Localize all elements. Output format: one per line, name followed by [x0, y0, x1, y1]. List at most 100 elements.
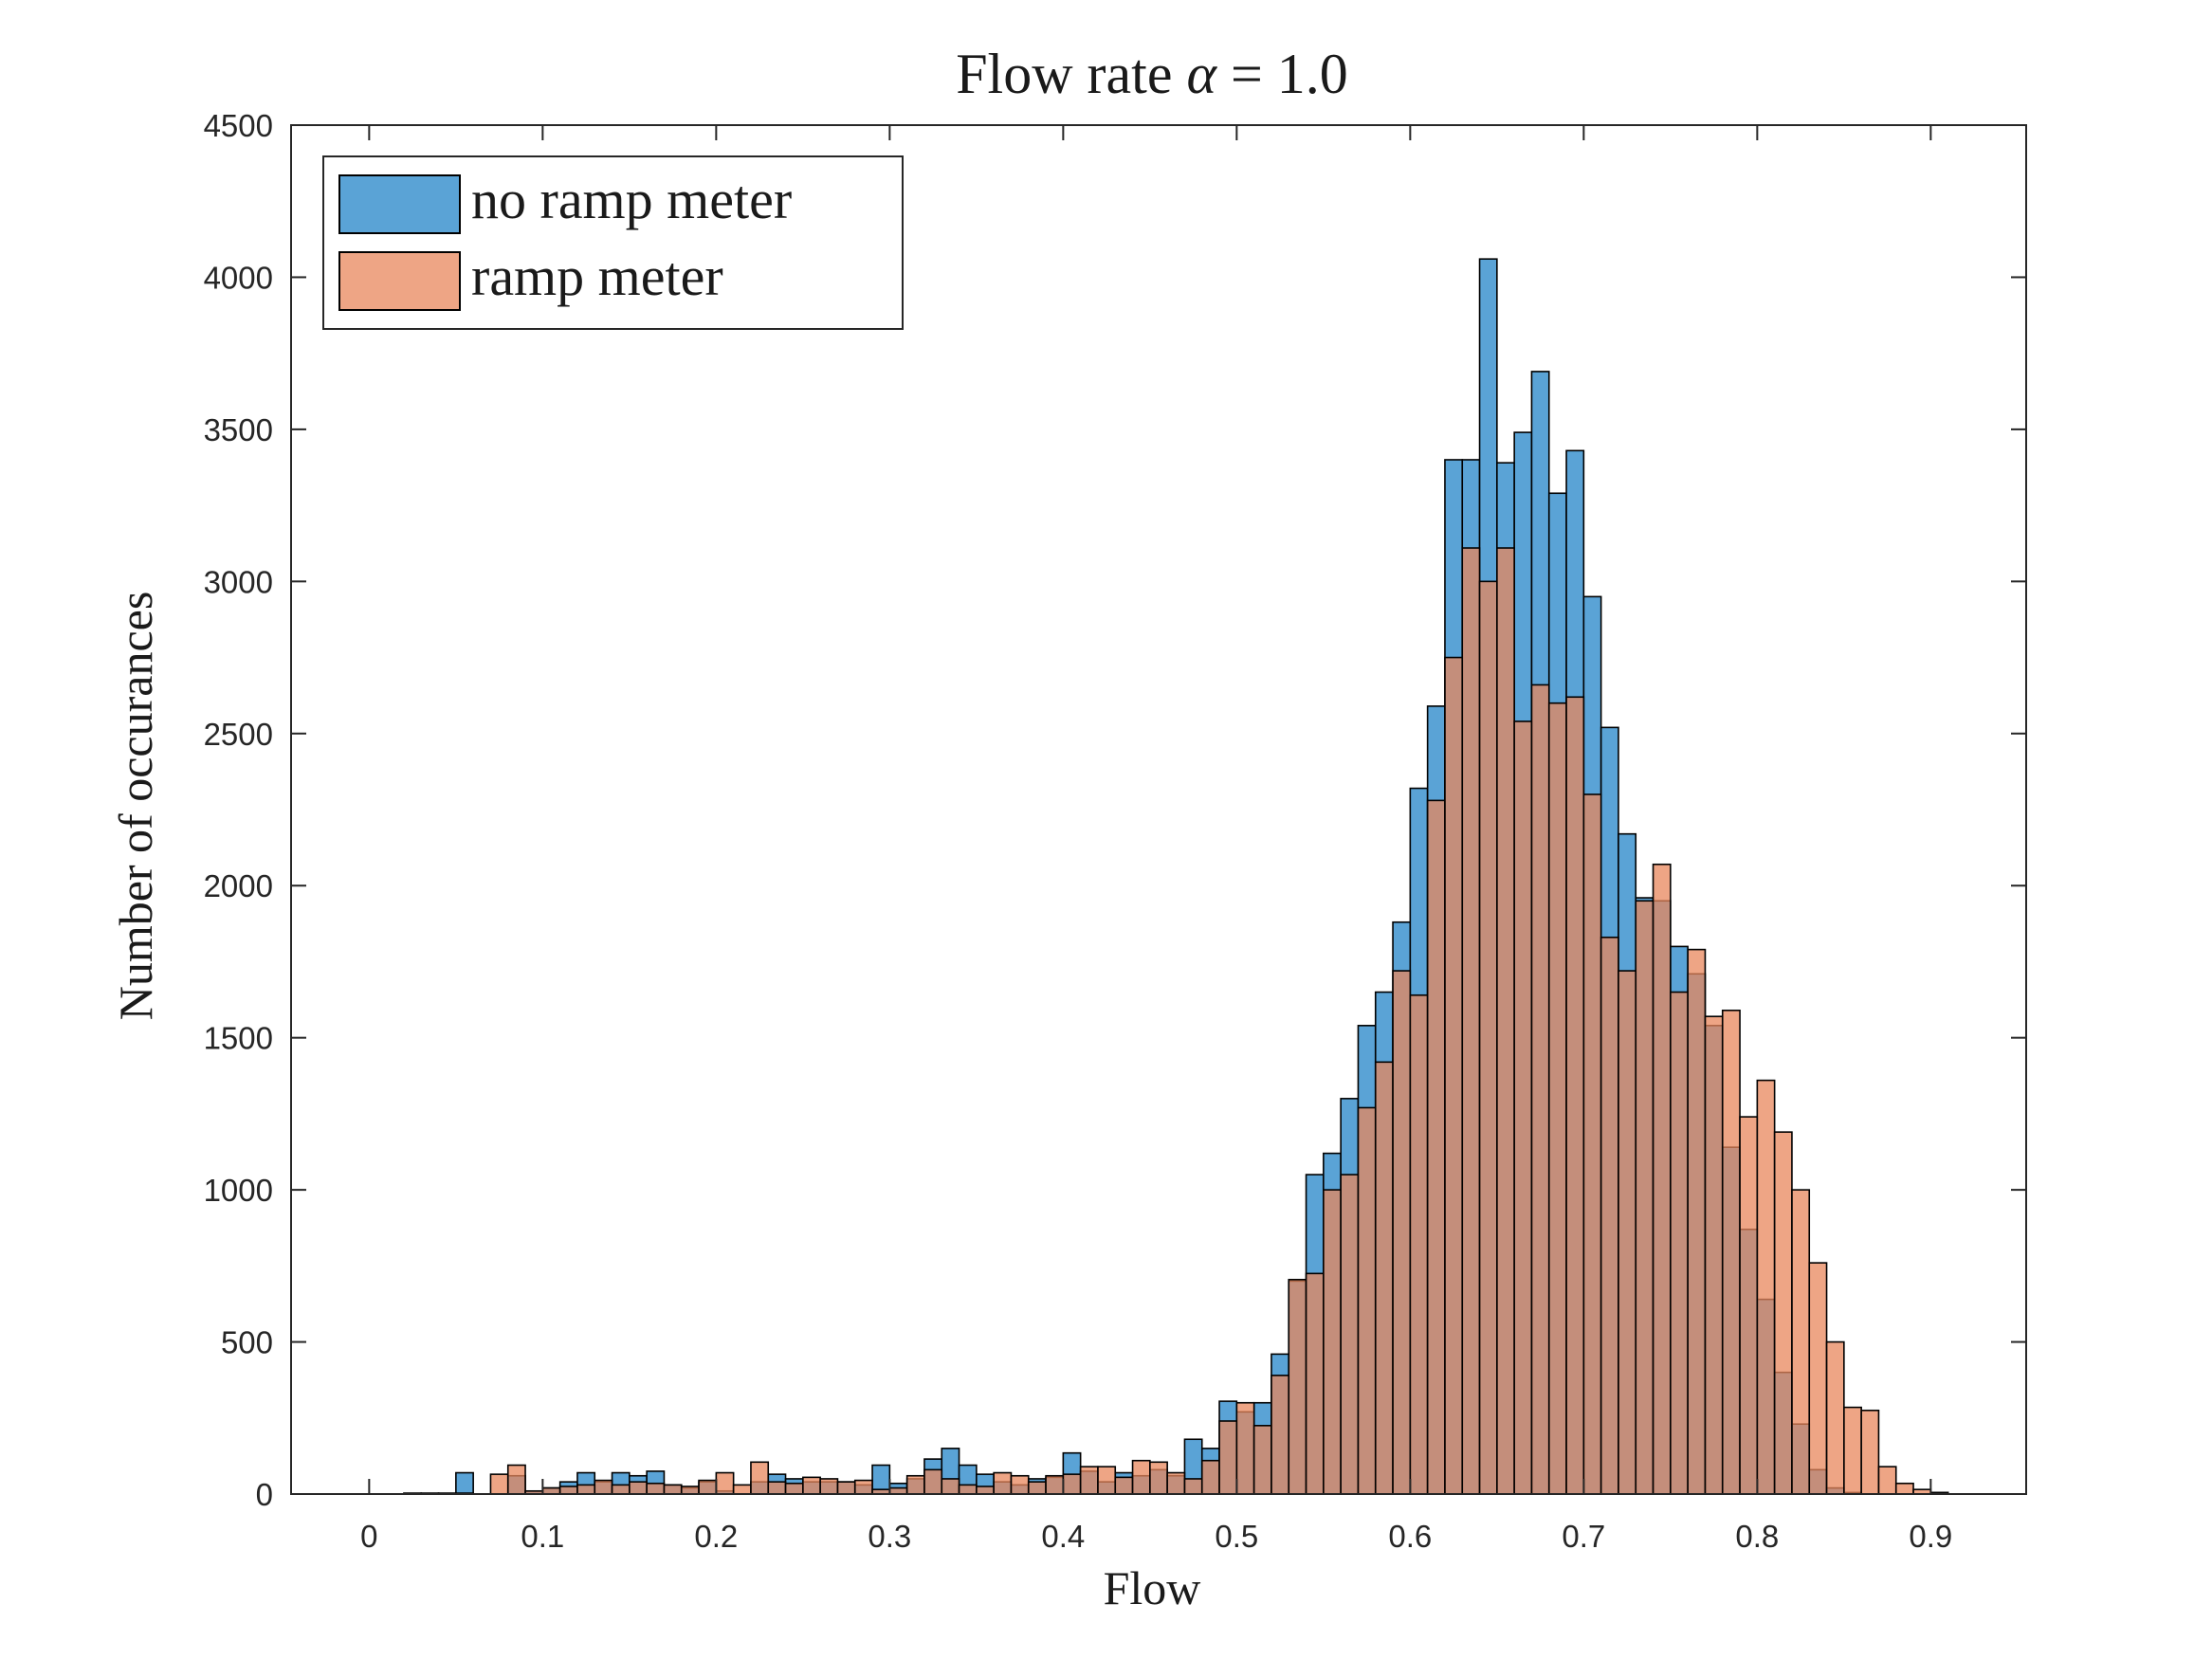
histogram-bar — [853, 1479, 873, 1495]
histogram-bar — [1288, 1278, 1307, 1495]
histogram-bar — [976, 1486, 995, 1495]
histogram-bar — [1131, 1459, 1151, 1495]
histogram-bar — [1513, 720, 1533, 1495]
histogram-bar — [993, 1471, 1013, 1495]
histogram-bar — [819, 1478, 839, 1495]
histogram-bar — [1062, 1473, 1082, 1495]
y-axis-title: Number of occurances — [109, 592, 162, 1021]
plot-frame — [290, 124, 2027, 1495]
legend-swatch-ramp-meter — [338, 251, 461, 311]
histogram-bar — [1704, 1015, 1724, 1495]
legend-label-no-ramp-meter: no ramp meter — [471, 169, 792, 230]
y-tick-label: 0 — [256, 1477, 273, 1512]
histogram-bar — [1357, 1106, 1377, 1495]
histogram-bar — [767, 1481, 787, 1495]
histogram-bar — [1010, 1474, 1030, 1495]
legend: no ramp meter ramp meter — [322, 155, 904, 330]
y-tick-label: 500 — [221, 1325, 273, 1360]
histogram-bar — [836, 1481, 856, 1495]
histogram-bar — [1097, 1466, 1117, 1495]
histogram-bar — [1565, 696, 1585, 1495]
histogram-bar — [1323, 1189, 1342, 1495]
histogram-bar — [1825, 1340, 1845, 1495]
histogram-bar — [1791, 1189, 1811, 1495]
x-tick-label: 0.3 — [868, 1519, 911, 1554]
y-tick-label: 4500 — [204, 108, 273, 143]
histogram-bar — [1478, 580, 1498, 1495]
x-tick-label: 0.1 — [521, 1519, 564, 1554]
histogram-bar — [576, 1484, 596, 1495]
histogram-bar — [1200, 1459, 1220, 1495]
histogram-bar — [1409, 994, 1429, 1495]
histogram-bar — [1582, 793, 1602, 1495]
histogram-bar — [1894, 1482, 1914, 1495]
histogram-bar — [1079, 1466, 1099, 1495]
histogram-bar — [506, 1464, 526, 1495]
histogram-bar — [1739, 1116, 1759, 1495]
histogram-bar — [489, 1473, 509, 1495]
y-tick-label: 1500 — [204, 1021, 273, 1056]
y-tick-label: 3000 — [204, 564, 273, 599]
histogram-bar — [558, 1486, 578, 1495]
histogram-bar — [455, 1471, 474, 1495]
histogram-bar — [923, 1468, 943, 1495]
histogram-bar — [611, 1484, 631, 1495]
histogram-bar — [1530, 684, 1550, 1495]
legend-swatch-no-ramp-meter — [338, 174, 461, 234]
tick-labels: 0 0.1 0.2 0.3 0.4 0.5 0.6 0.7 0.8 0.9 0 500 1000 1500… — [204, 108, 1953, 1554]
x-tick-label: 0.2 — [694, 1519, 738, 1554]
histogram-bar — [1461, 547, 1481, 1495]
histogram-bar — [1149, 1461, 1168, 1495]
histogram-bar — [1843, 1406, 1862, 1495]
histogram-bar — [1340, 1174, 1360, 1495]
histogram-bar — [1045, 1474, 1065, 1495]
histogram-bar — [1183, 1478, 1203, 1495]
histogram-bar — [941, 1478, 960, 1495]
histogram-bar — [732, 1484, 752, 1495]
histogram-bar — [663, 1484, 683, 1495]
histogram-bar — [1618, 970, 1637, 1495]
histogram-bar — [680, 1486, 700, 1495]
histogram-bar — [802, 1476, 821, 1495]
histogram-bar — [1670, 991, 1689, 1495]
x-tick-label: 0.5 — [1215, 1519, 1258, 1554]
histogram-bar — [1114, 1476, 1134, 1495]
histogram-bar — [1305, 1272, 1325, 1495]
x-tick-label: 0.4 — [1041, 1519, 1085, 1554]
y-tick-label: 3500 — [204, 412, 273, 447]
histogram-bar — [1374, 1061, 1394, 1495]
x-axis-title: Flow — [1104, 1561, 1201, 1614]
histogram-bar — [1687, 948, 1707, 1495]
histogram-bar — [1721, 1009, 1741, 1495]
legend-label-ramp-meter: ramp meter — [471, 246, 723, 307]
axes — [290, 124, 2027, 1495]
histogram-bar — [1635, 900, 1654, 1495]
histogram-bar — [1218, 1420, 1238, 1495]
histogram-bar — [1496, 547, 1515, 1495]
histogram-bar — [1235, 1401, 1255, 1495]
histogram-bar — [1652, 863, 1672, 1495]
histogram-bar — [698, 1479, 718, 1495]
histogram-bar — [784, 1482, 804, 1495]
histogram-bar — [1426, 799, 1446, 1495]
x-tick-label: 0.6 — [1388, 1519, 1432, 1554]
y-tick-label: 1000 — [204, 1173, 273, 1208]
y-tick-label: 2000 — [204, 868, 273, 903]
histogram-bar — [1773, 1131, 1793, 1495]
histogram-bar — [629, 1481, 648, 1495]
histogram-bar — [1877, 1466, 1897, 1495]
histogram-bar — [1756, 1079, 1776, 1495]
histogram-bar — [1392, 970, 1412, 1495]
x-tick-label: 0.9 — [1909, 1519, 1952, 1554]
x-tick-label: 0 — [360, 1519, 377, 1554]
histogram-bar — [1600, 936, 1619, 1495]
x-tick-label: 0.7 — [1562, 1519, 1605, 1554]
histogram-bar — [1444, 656, 1464, 1495]
histogram-bar — [715, 1471, 735, 1495]
histogram-bar — [905, 1474, 925, 1495]
histogram-bar — [1027, 1481, 1047, 1495]
series-ramp-meter — [403, 547, 1949, 1495]
histogram-bar — [1271, 1375, 1290, 1495]
x-tick-label: 0.8 — [1735, 1519, 1779, 1554]
